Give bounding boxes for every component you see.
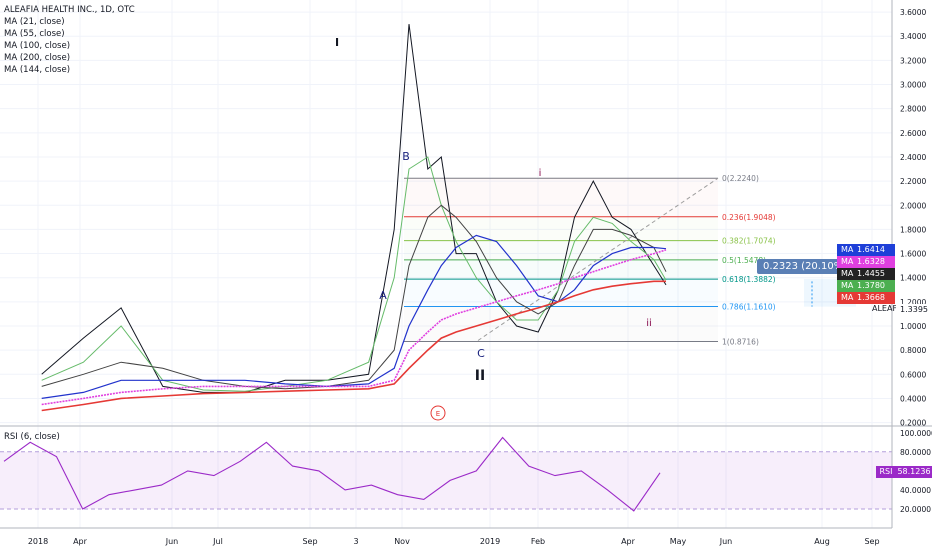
price-tick: 1.0000 — [900, 322, 926, 331]
grid — [0, 0, 892, 528]
ma-badge-144: MA 1.6328 — [837, 256, 895, 268]
fib-label: 0.382(1.7074) — [722, 237, 776, 246]
price-tick: 1.4000 — [900, 274, 926, 283]
price-tick: 3.0000 — [900, 81, 926, 90]
legend-ma-55[interactable]: MA (55, close) — [4, 29, 65, 39]
fib-label: 0.786(1.1610) — [722, 303, 776, 312]
price-tick: 2.2000 — [900, 177, 926, 186]
rsi-badge: RSI — [876, 466, 896, 478]
earnings-label: E — [436, 410, 440, 418]
wave-label-b: B — [402, 150, 410, 163]
price-tick: 3.4000 — [900, 32, 926, 41]
legend-title: ALEAFIA HEALTH INC., 1D, OTC — [4, 5, 135, 15]
earnings-marker — [430, 405, 446, 421]
fib-zone — [404, 241, 718, 260]
time-label: 2018 — [28, 537, 48, 546]
price-tick: 2.6000 — [900, 129, 926, 138]
legend-ma-100[interactable]: MA (100, close) — [4, 41, 71, 51]
fib-trendline — [477, 177, 719, 341]
wave-label-i: I — [335, 36, 339, 49]
price-tick: 1.2000 — [900, 298, 926, 307]
wave-label-i: i — [539, 168, 542, 179]
legend-ma-21[interactable]: MA (21, close) — [4, 17, 65, 27]
fib-label: 0(2.2240) — [722, 174, 759, 183]
rsi-tick: 80.0000 — [900, 448, 931, 457]
wave-label-ii: ii — [646, 318, 652, 329]
time-label: Jun — [719, 537, 733, 546]
fib-zone — [404, 178, 718, 217]
rsi-tick: 40.0000 — [900, 486, 931, 495]
time-label: 2019 — [480, 537, 500, 546]
symbol-tag: ALEAF — [872, 304, 898, 313]
price-tick: 2.0000 — [900, 201, 926, 210]
series-ma-100-close- — [41, 234, 667, 399]
time-label: Aug — [814, 537, 830, 546]
price-tick: 1.6000 — [900, 250, 926, 259]
wave-label-c: C — [477, 347, 485, 360]
wave-label-a: A — [379, 289, 387, 302]
price-series — [0, 24, 892, 512]
series-ma-144-close- — [41, 249, 667, 406]
price-tick: 3.6000 — [900, 8, 926, 17]
symbol-price-tag: 1.3395 — [896, 304, 932, 316]
time-label: 3 — [353, 537, 358, 546]
ma-badge-21: MA 1.3780 — [837, 280, 895, 292]
fib-label: 0.236(1.9048) — [722, 213, 776, 222]
ma-badge-100: MA 1.6414 — [837, 244, 895, 256]
chart-legend: ALEAFIA HEALTH INC., 1D, OTC MA (21, clo… — [4, 4, 135, 76]
price-tick: 3.2000 — [900, 56, 926, 65]
price-tick: 0.4000 — [900, 394, 926, 403]
fib-zone — [404, 307, 718, 342]
time-label: Jul — [212, 537, 223, 546]
price-tick: 0.6000 — [900, 370, 926, 379]
time-label: Nov — [394, 537, 410, 546]
rsi-band — [0, 451, 892, 509]
rsi-value: 58.1236 — [896, 466, 932, 478]
price-tick: 0.8000 — [900, 346, 926, 355]
ma-badge-55: MA 1.4455 — [837, 268, 895, 280]
series-rsi-6-close- — [3, 436, 661, 512]
rsi-tick: 20.0000 — [900, 505, 931, 514]
legend-ma-200[interactable]: MA (200, close) — [4, 53, 71, 63]
series-ma-200-close- — [41, 280, 666, 412]
time-label: Sep — [864, 537, 879, 546]
wave-label-ii: II — [475, 368, 485, 384]
price-tick: 1.8000 — [900, 225, 926, 234]
price-tick: 2.4000 — [900, 153, 926, 162]
time-label: May — [670, 537, 687, 546]
rsi-tick: 100.0000 — [900, 429, 932, 438]
legend-ma-144[interactable]: MA (144, close) — [4, 65, 71, 75]
price-tick: 0.2000 — [900, 419, 926, 428]
ma-badge-200: MA 1.3668 — [837, 292, 895, 304]
fib-label: 1(0.8716) — [722, 337, 759, 346]
fib-label: 0.5(1.5478) — [722, 256, 766, 265]
series-price — [41, 24, 667, 393]
price-tick: 2.8000 — [900, 105, 926, 114]
time-label: Feb — [531, 537, 545, 546]
rsi-legend[interactable]: RSI (6, close) — [4, 432, 60, 442]
time-label: Jun — [165, 537, 179, 546]
time-label: Sep — [302, 537, 317, 546]
time-label: Apr — [73, 537, 88, 546]
time-label: Apr — [621, 537, 636, 546]
fib-label: 0.618(1.3882) — [722, 275, 776, 284]
